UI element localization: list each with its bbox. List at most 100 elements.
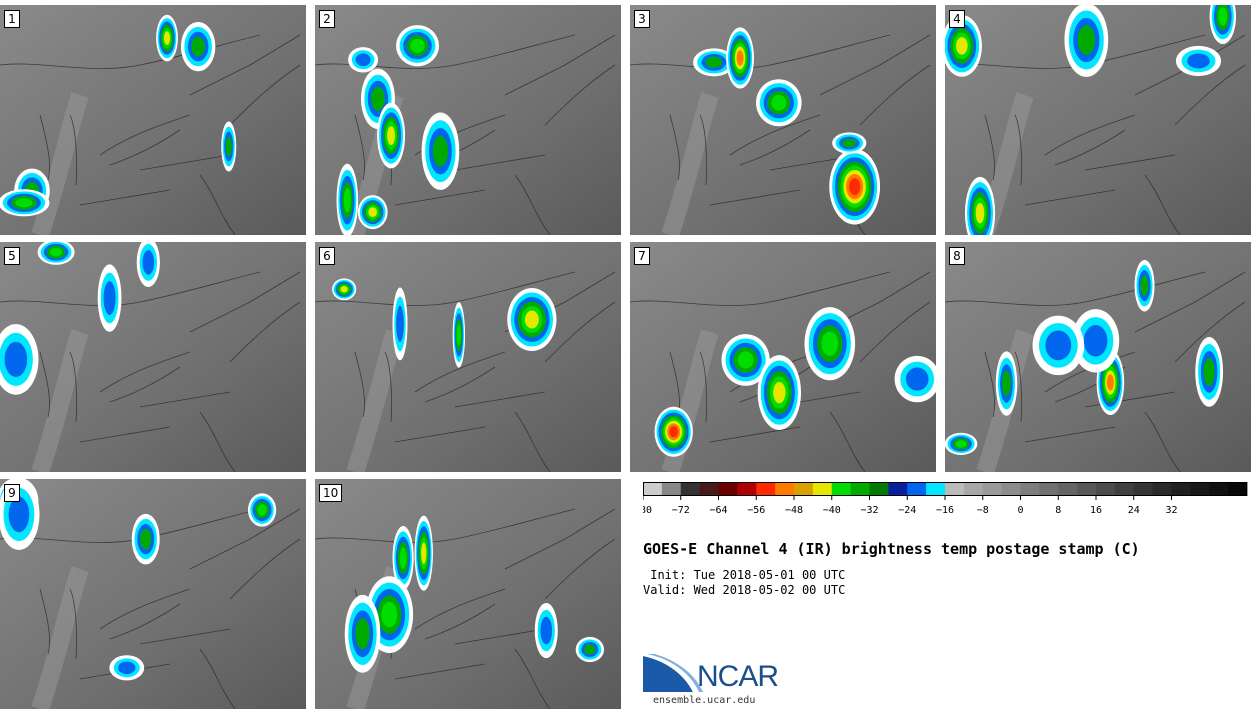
- ncar-logo-text: NCAR: [697, 660, 779, 693]
- boundary-line: [99, 114, 191, 156]
- cloud-streak: [346, 329, 404, 472]
- boundary-line: [69, 351, 78, 423]
- colorbar-tick-label: −48: [785, 505, 803, 516]
- boundary-line: [79, 189, 171, 206]
- storm-cell: [1187, 53, 1210, 69]
- boundary-line: [394, 189, 486, 206]
- boundary-line: [315, 271, 576, 306]
- boundary-line: [414, 588, 506, 630]
- storm-cell: [975, 202, 985, 224]
- boundary-line: [229, 538, 301, 600]
- colorbar-cell: [1077, 482, 1097, 496]
- boundary-line: [544, 64, 616, 126]
- boundary-line: [39, 114, 50, 181]
- forecast-panel: 8: [945, 242, 1251, 472]
- forecast-panel: 4: [945, 5, 1251, 235]
- boundary-line: [109, 129, 181, 166]
- boundary-line: [99, 351, 191, 393]
- boundary-line: [69, 588, 78, 660]
- storm-cell: [1083, 325, 1108, 357]
- panel-number: 6: [319, 247, 335, 265]
- storm-cell: [905, 367, 929, 391]
- ir-satellite-map: [0, 479, 306, 709]
- ir-satellite-map: [945, 242, 1251, 472]
- boundary-line: [229, 301, 301, 363]
- boundary-line: [859, 64, 931, 126]
- ir-satellite-map: [315, 479, 621, 709]
- storm-cell: [737, 351, 754, 369]
- storm-cell: [257, 504, 267, 516]
- forecast-panel: 5: [0, 242, 306, 472]
- boundary-line: [315, 508, 576, 543]
- colorbar-cell: [1058, 482, 1078, 496]
- storm-cell: [771, 94, 787, 111]
- storm-cell: [1002, 370, 1011, 397]
- boundary-line: [699, 351, 708, 423]
- boundary-line: [945, 271, 1206, 306]
- boundary-line: [39, 588, 50, 655]
- storm-cell: [340, 286, 348, 293]
- colorbar-tick-label: −40: [823, 505, 841, 516]
- boundary-line: [1144, 411, 1181, 472]
- boundary-line: [354, 351, 365, 418]
- storm-cell: [387, 126, 396, 145]
- storm-cell: [821, 331, 839, 356]
- boundary-line: [739, 129, 811, 166]
- boundary-line: [699, 114, 708, 186]
- colorbar-cell: [982, 482, 1003, 496]
- boundary-line: [189, 34, 301, 96]
- boundary-line: [199, 648, 236, 709]
- colorbar-tick-label: −80: [643, 505, 652, 516]
- panel-number: 1: [4, 10, 20, 28]
- boundary-line: [0, 34, 261, 69]
- colorbar-tick-label: 24: [1128, 505, 1140, 516]
- boundary-line: [544, 301, 616, 363]
- colorbar-cell: [1096, 482, 1116, 496]
- colorbar-tick-label: 8: [1055, 505, 1061, 516]
- cloud-streak: [31, 92, 89, 235]
- boundary-line: [1144, 174, 1181, 235]
- boundary-line: [424, 603, 496, 640]
- boundary-line: [504, 34, 616, 96]
- boundary-line: [1044, 114, 1136, 156]
- boundary-line: [819, 34, 931, 96]
- panel-number: 3: [634, 10, 650, 28]
- colorbar-tick-label: −16: [936, 505, 954, 516]
- colorbar-cell: [926, 482, 946, 496]
- storm-cell: [355, 53, 371, 67]
- storm-cell: [849, 178, 861, 196]
- ir-satellite-map: [0, 5, 306, 235]
- boundary-line: [69, 114, 78, 186]
- boundary-line: [1134, 271, 1246, 333]
- storm-cell: [456, 324, 461, 346]
- panel-number: 7: [634, 247, 650, 265]
- storm-cell: [1106, 374, 1114, 391]
- colorbar-cell: [737, 482, 757, 496]
- colorbar-cell: [680, 482, 701, 496]
- storm-cell: [1077, 25, 1096, 55]
- colorbar-cell: [1039, 482, 1059, 496]
- colorbar-cell: [1001, 482, 1021, 496]
- ir-satellite-map: [315, 5, 621, 235]
- colorbar-tick-label: −8: [977, 505, 989, 516]
- boundary-line: [414, 351, 506, 393]
- colorbar-cell: [718, 482, 738, 496]
- cloud-streak: [661, 92, 719, 235]
- boundary-line: [709, 189, 801, 206]
- storm-cell: [103, 281, 116, 315]
- storm-cell: [225, 136, 232, 157]
- boundary-line: [1014, 351, 1023, 423]
- boundary-line: [1174, 301, 1246, 363]
- boundary-line: [829, 411, 866, 472]
- colorbar-cell: [812, 482, 833, 496]
- boundary-line: [630, 34, 891, 69]
- boundary-line: [424, 366, 496, 403]
- boundary-line: [1024, 189, 1116, 206]
- valid-time: Valid: Wed 2018-05-02 00 UTC: [643, 583, 846, 597]
- boundary-line: [139, 391, 231, 408]
- colorbar-cell: [850, 482, 870, 496]
- boundary-line: [729, 114, 821, 156]
- colorbar-tick-label: 32: [1165, 505, 1177, 516]
- colorbar-tick-label: 0: [1017, 505, 1023, 516]
